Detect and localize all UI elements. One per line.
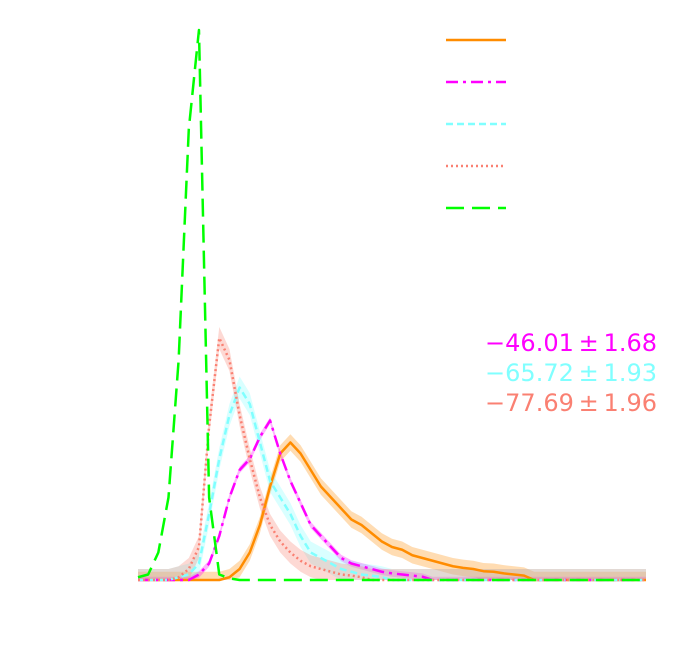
series-1-line xyxy=(138,441,646,582)
series-1-band xyxy=(138,434,646,580)
series-5-line xyxy=(137,28,646,582)
stat-annotations: −46.01 ± 1.68 −65.72 ± 1.93 −77.69 ± 1.9… xyxy=(485,329,657,417)
confidence-bands xyxy=(138,327,646,580)
series-2-line xyxy=(138,419,646,582)
series-4-band xyxy=(138,327,646,580)
legend xyxy=(446,38,506,210)
series-4-line xyxy=(138,336,646,582)
series-lines xyxy=(137,28,646,582)
series-2-band xyxy=(138,417,646,580)
stat-annotation-2: −65.72 ± 1.93 xyxy=(485,359,657,387)
stat-annotation-1: −46.01 ± 1.68 xyxy=(485,329,657,357)
stat-annotation-3: −77.69 ± 1.96 xyxy=(485,389,657,417)
